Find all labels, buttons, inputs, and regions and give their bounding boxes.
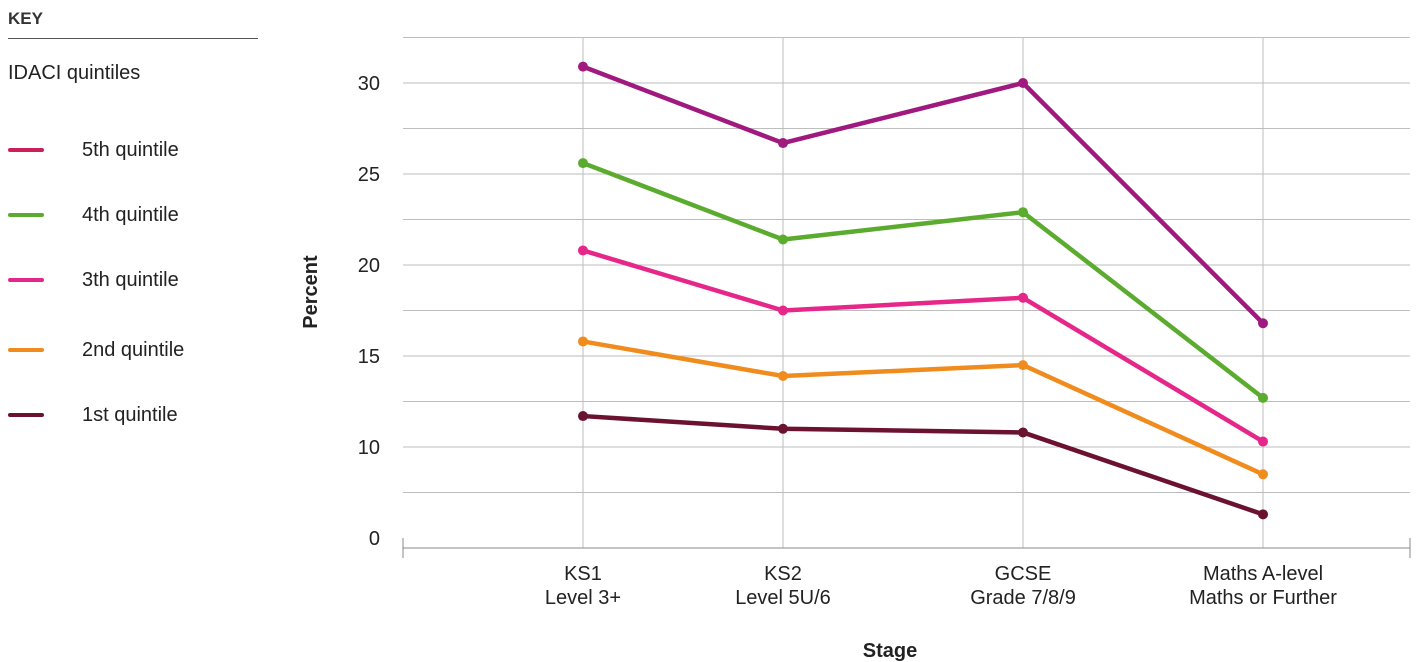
legend-label: 1st quintile (82, 403, 178, 426)
legend-swatch (8, 413, 44, 417)
data-point (1018, 360, 1028, 371)
y-tick-label: 15 (358, 346, 380, 368)
x-tick-label: Maths A-level (1203, 563, 1323, 585)
series-path (580, 160, 1266, 401)
legend-label: 4th quintile (82, 203, 179, 226)
legend-label: 2nd quintile (82, 338, 185, 361)
x-tick-label: Level 5U/6 (735, 587, 831, 609)
legend-swatch (8, 213, 44, 217)
data-point (1258, 392, 1268, 403)
y-tick-label: 20 (358, 255, 380, 277)
series-line-4 (578, 411, 1268, 520)
data-point (778, 138, 788, 149)
data-point (1018, 292, 1028, 303)
legend: KEY IDACI quintiles 5th quintile 4th qui… (0, 0, 260, 662)
data-point (578, 158, 588, 169)
legend-swatch (8, 148, 44, 152)
legend-item-2nd-quintile: 2nd quintile (8, 336, 184, 364)
data-point (1018, 78, 1028, 88)
legend-item-3th-quintile: 3th quintile (8, 266, 179, 294)
data-point (578, 61, 588, 72)
legend-item-4th-quintile: 4th quintile (8, 201, 179, 229)
data-point (778, 423, 788, 434)
series-lines (578, 61, 1268, 520)
y-tick-label: 10 (358, 437, 380, 459)
y-tick-label: 0 (369, 528, 380, 550)
x-tick-label: Level 3+ (545, 587, 621, 609)
series-line-0 (578, 61, 1268, 329)
x-tick-label: KS2 (764, 563, 802, 585)
series-path (580, 339, 1266, 477)
data-point (1258, 469, 1268, 480)
legend-label: 3th quintile (82, 268, 179, 291)
x-axis-label: Stage (863, 640, 917, 662)
data-point (778, 234, 788, 245)
series-line-2 (578, 245, 1268, 447)
legend-title: KEY (8, 9, 43, 28)
x-tick-label: Maths or Further (1189, 587, 1337, 609)
x-tick-label: KS1 (564, 563, 602, 585)
data-point (1258, 318, 1268, 329)
series-path (580, 413, 1266, 517)
data-point (578, 336, 588, 347)
legend-item-1st-quintile: 1st quintile (8, 401, 178, 429)
y-tick-labels: 0 10 15 20 25 30 (358, 73, 380, 550)
x-tick-label: Grade 7/8/9 (970, 587, 1076, 609)
x-tick-label: GCSE (995, 563, 1052, 585)
data-point (778, 371, 788, 382)
series-path (580, 64, 1266, 326)
legend-item-5th-quintile: 5th quintile (8, 136, 179, 164)
series-line-1 (578, 158, 1268, 403)
legend-divider (8, 38, 258, 39)
data-point (1258, 436, 1268, 447)
data-point (1258, 509, 1268, 520)
legend-subtitle: IDACI quintiles (8, 62, 141, 84)
legend-swatch (8, 278, 44, 282)
data-point (578, 245, 588, 256)
y-axis-label: Percent (300, 255, 322, 329)
y-tick-label: 30 (358, 73, 380, 95)
legend-label: 5th quintile (82, 138, 179, 161)
series-line-3 (578, 336, 1268, 480)
axes (402, 538, 1411, 558)
legend-swatch (8, 348, 44, 352)
data-point (1018, 207, 1028, 218)
series-path (580, 248, 1266, 444)
data-point (1018, 427, 1028, 438)
y-tick-label: 25 (358, 164, 380, 186)
data-point (578, 411, 588, 422)
data-point (778, 305, 788, 316)
